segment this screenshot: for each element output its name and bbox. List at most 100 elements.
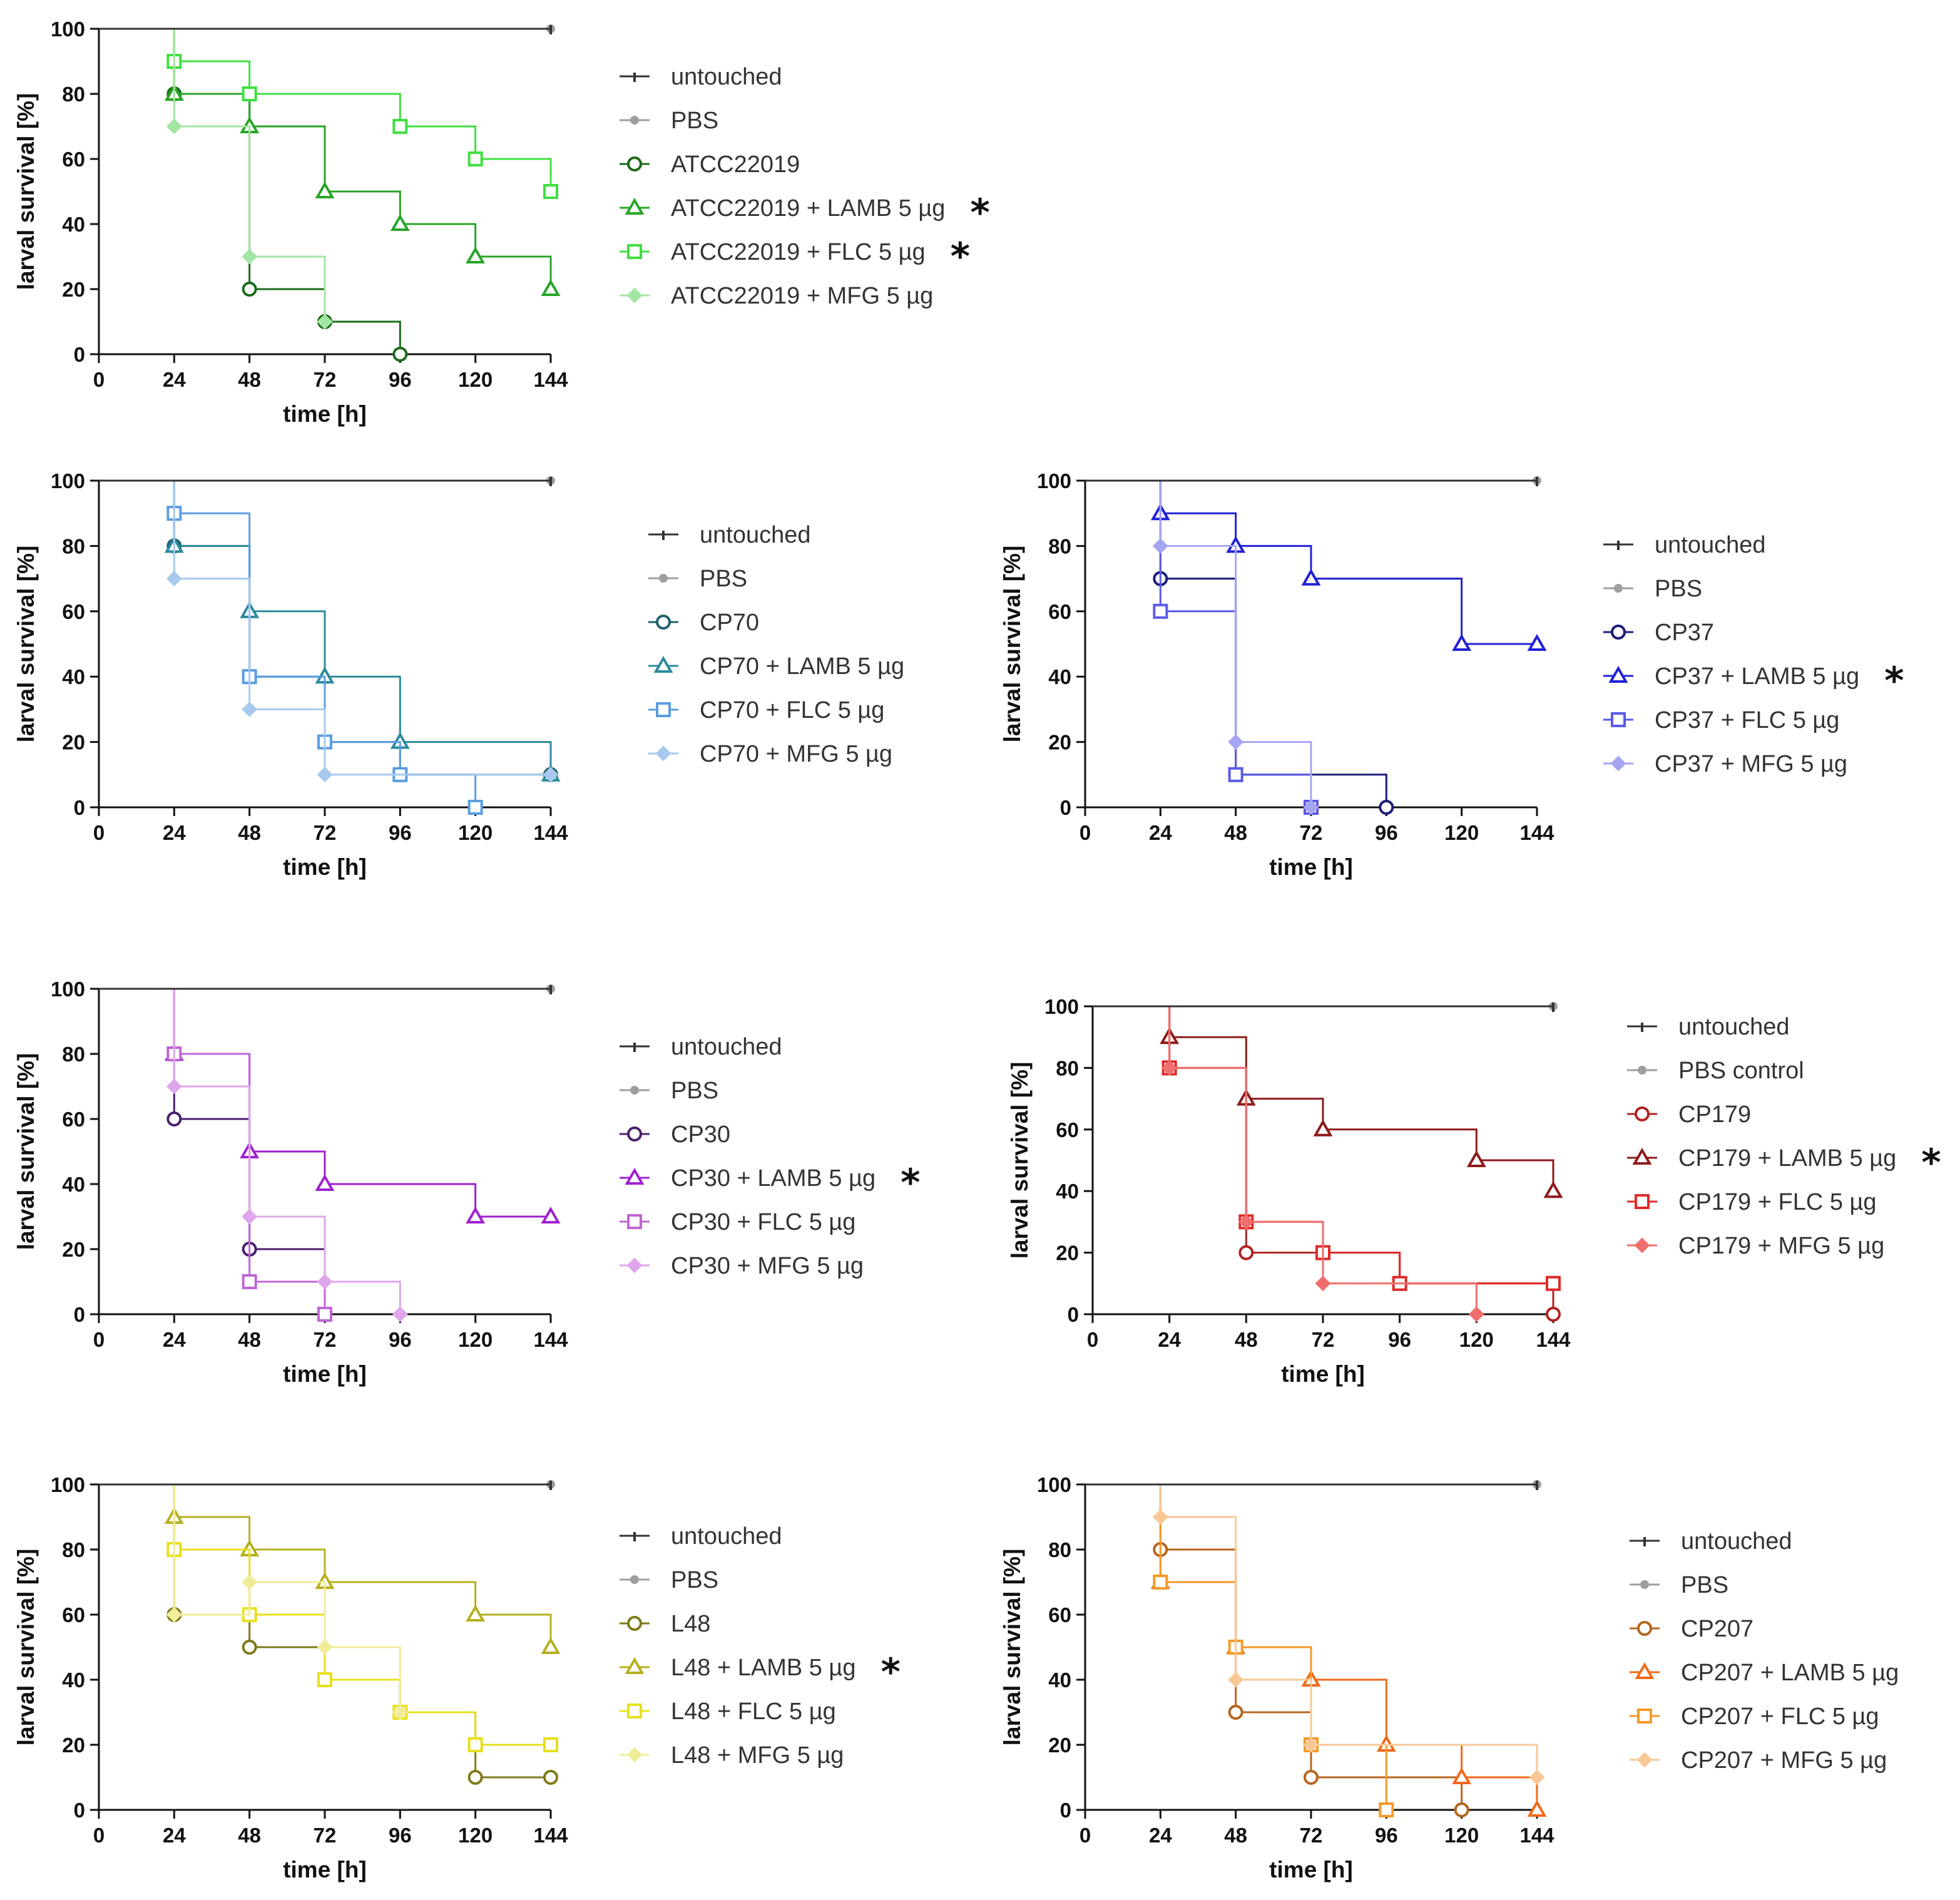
data-point xyxy=(541,278,561,296)
legend-item-cp70-lamb-5-ug: CP70 + LAMB 5 µg xyxy=(648,653,904,680)
y-tick-label: 100 xyxy=(1044,995,1079,1018)
y-tick-label: 100 xyxy=(51,1473,85,1496)
y-tick-label: 80 xyxy=(1048,534,1071,558)
legend-item-cp207-flc-5-ug: CP207 + FLC 5 µg xyxy=(1630,1703,1879,1730)
legend-marker xyxy=(627,1703,642,1719)
y-tick-label: 60 xyxy=(1048,1603,1071,1627)
x-tick-label: 96 xyxy=(1375,1824,1398,1847)
significance-star: * xyxy=(901,1161,920,1205)
data-point xyxy=(317,1639,333,1655)
legend-label: CP207 + MFG 5 µg xyxy=(1681,1747,1887,1774)
x-tick-label: 48 xyxy=(238,368,261,391)
legend-item-l48-lamb-5-ug: L48 + LAMB 5 µg * xyxy=(620,1650,901,1694)
data-point xyxy=(242,1274,257,1289)
data-point xyxy=(1161,1060,1178,1076)
series-cp179-mfg-5-ug xyxy=(1093,1005,1484,1322)
legend-item-cp37-flc-5-ug: CP37 + FLC 5 µg xyxy=(1603,707,1839,733)
x-tick-label: 96 xyxy=(1375,821,1398,844)
series-cp30 xyxy=(99,988,332,1322)
data-point xyxy=(541,1206,561,1223)
data-point xyxy=(1228,1672,1244,1688)
legend-label: CP207 xyxy=(1681,1616,1753,1642)
data-point xyxy=(543,184,558,199)
series-cp207-mfg-5-ug xyxy=(1085,1483,1545,1785)
legend-marker xyxy=(626,287,643,304)
legend-marker xyxy=(659,574,668,583)
legend-item-pbs: PBS xyxy=(1603,576,1702,602)
legend-label: CP179 + FLC 5 µg xyxy=(1678,1189,1877,1215)
x-tick-label: 120 xyxy=(458,821,493,844)
survival-chart-l48: 0 20 40 60 80 100 0 24 48 72 96 120 144 time [h] larva… xyxy=(13,1473,901,1882)
legend-marker xyxy=(1637,1708,1652,1724)
data-point xyxy=(1238,1213,1254,1230)
legend-item-l48-flc-5-ug: L48 + FLC 5 µg xyxy=(620,1698,836,1725)
x-tick-label: 96 xyxy=(389,821,412,844)
x-tick-label: 72 xyxy=(1300,821,1323,844)
legend-label: PBS xyxy=(671,108,718,134)
legend-marker xyxy=(625,1167,645,1185)
y-tick-label: 100 xyxy=(51,469,85,493)
legend-marker xyxy=(653,655,673,673)
y-tick-label: 40 xyxy=(62,213,85,236)
series-untouched xyxy=(99,477,552,486)
legend-item-untouched: untouched xyxy=(648,522,811,548)
legend-item-cp37: CP37 xyxy=(1603,620,1714,646)
legend-item-l48: L48 xyxy=(620,1611,710,1637)
data-point xyxy=(242,86,257,101)
series-cp179-flc-5-ug xyxy=(1093,1005,1561,1291)
data-point xyxy=(1303,799,1319,815)
legend-item-untouched: untouched xyxy=(620,64,782,90)
legend-marker xyxy=(1637,1621,1652,1636)
legend-label: CP207 + FLC 5 µg xyxy=(1681,1703,1879,1730)
legend-label: PBS xyxy=(671,1567,718,1593)
x-tick-label: 24 xyxy=(163,368,186,391)
survival-chart-cp207: 0 20 40 60 80 100 0 24 48 72 96 120 144 time [h] larva… xyxy=(999,1473,1899,1882)
legend-item-cp70: CP70 xyxy=(648,610,759,636)
data-point xyxy=(1228,767,1243,782)
data-point xyxy=(1228,1705,1243,1720)
legend-item-pbs-control: PBS control xyxy=(1627,1058,1804,1084)
y-tick-label: 0 xyxy=(74,796,85,819)
legend: untouched PBS CP70 CP70 + LAMB 5 µg CP70 + F… xyxy=(648,522,904,767)
data-point xyxy=(392,119,408,134)
legend-label: ATCC22019 xyxy=(671,151,800,178)
data-point xyxy=(242,1574,258,1590)
legend-label: CP30 + MFG 5 µg xyxy=(671,1253,864,1279)
data-point xyxy=(242,701,258,717)
y-tick-label: 20 xyxy=(62,278,85,301)
series-cp37 xyxy=(1085,479,1394,815)
y-tick-label: 20 xyxy=(1048,1734,1071,1757)
series-atcc22019-flc-5-ug xyxy=(99,28,558,199)
y-tick-label: 80 xyxy=(62,83,85,106)
legend-label: CP70 + MFG 5 µg xyxy=(700,741,892,767)
x-tick-label: 72 xyxy=(314,821,337,844)
x-tick-label: 96 xyxy=(389,1328,412,1351)
data-point xyxy=(1303,1737,1319,1753)
x-tick-label: 72 xyxy=(314,368,337,391)
series-untouched xyxy=(99,25,552,34)
x-tick-label: 72 xyxy=(1312,1328,1335,1351)
data-point xyxy=(315,1173,335,1191)
data-point xyxy=(467,1737,483,1752)
legend-label: CP30 + FLC 5 µg xyxy=(671,1209,855,1235)
series-untouched xyxy=(1093,1003,1554,1012)
x-tick-label: 48 xyxy=(1235,1328,1258,1351)
data-point xyxy=(1452,1767,1472,1784)
legend-item-cp179-mfg-5-ug: CP179 + MFG 5 µg xyxy=(1627,1233,1884,1259)
series-cp30-lamb-5-ug xyxy=(99,988,561,1223)
legend-label: ATCC22019 + MFG 5 µg xyxy=(671,283,933,309)
data-point xyxy=(392,347,408,362)
legend-marker xyxy=(630,1086,639,1095)
legend-item-cp207: CP207 xyxy=(1630,1616,1753,1642)
x-tick-label: 0 xyxy=(93,1824,105,1847)
survival-chart-atcc22019: 0 20 40 60 80 100 0 24 48 72 96 120 144 time [h] larva… xyxy=(13,18,990,427)
legend-item-cp70-flc-5-ug: CP70 + FLC 5 µg xyxy=(648,697,884,723)
x-tick-label: 0 xyxy=(93,368,105,391)
x-tick-label: 120 xyxy=(1444,821,1479,844)
legend-item-cp37-mfg-5-ug: CP37 + MFG 5 µg xyxy=(1603,751,1847,777)
x-tick-label: 144 xyxy=(533,1824,568,1847)
data-point xyxy=(242,282,257,297)
data-point xyxy=(1454,1802,1469,1817)
y-tick-label: 0 xyxy=(1060,796,1071,819)
